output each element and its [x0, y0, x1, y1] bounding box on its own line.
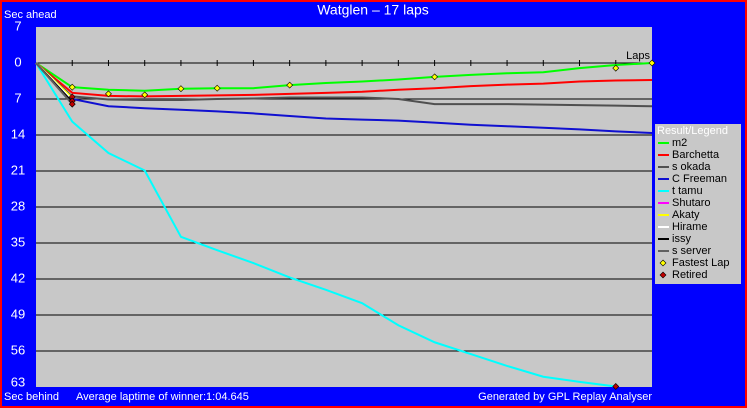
legend-label: issy: [672, 233, 691, 245]
y-tick-label: 42: [11, 270, 25, 285]
y-tick-label: 14: [11, 126, 25, 141]
fastest-lap-marker: [177, 85, 185, 93]
legend-title: Result/Legend: [657, 125, 728, 137]
series-line: [35, 62, 73, 105]
series-line: [35, 62, 616, 388]
legend-swatch: [659, 271, 667, 279]
legend-label: Shutaro: [672, 197, 711, 209]
legend-label: m2: [672, 137, 687, 149]
legend-label: Akaty: [672, 209, 700, 221]
legend-label: Barchetta: [672, 149, 720, 161]
fastest-lap-marker: [648, 59, 656, 67]
legend-label: t tamu: [672, 185, 703, 197]
legend-swatch: [659, 259, 667, 267]
fastest-lap-marker: [431, 73, 439, 81]
fastest-lap-marker: [105, 90, 112, 98]
y-tick-label: 21: [11, 162, 25, 177]
footer-left: Average laptime of winner:1:04.645: [76, 391, 249, 403]
x-label: Laps: [626, 50, 650, 62]
fastest-lap-marker: [141, 91, 149, 99]
legend-label: C Freeman: [672, 173, 727, 185]
fastest-lap-marker: [286, 81, 294, 89]
y-tick-label: 0: [14, 54, 21, 69]
y-tick-label: 28: [11, 198, 25, 213]
y-tick-label: 35: [11, 234, 25, 249]
y-label-bottom: Sec behind: [4, 391, 59, 403]
series-line: [35, 62, 653, 108]
legend-label: s server: [672, 245, 711, 257]
y-tick-label: 49: [11, 306, 25, 321]
legend-label: Retired: [672, 269, 707, 281]
y-label-top: Sec ahead: [4, 9, 57, 21]
y-tick-label: 56: [11, 342, 25, 357]
y-tick-label: 7: [14, 18, 21, 33]
series-line: [35, 62, 653, 92]
y-tick-label: 7: [14, 90, 21, 105]
legend-label: Fastest Lap: [672, 257, 729, 269]
retired-marker: [612, 383, 620, 390]
fastest-lap-marker: [612, 64, 620, 72]
y-tick-label: 63: [11, 374, 25, 389]
chart-title: Watglen – 17 laps: [317, 2, 429, 18]
fastest-lap-marker: [213, 84, 221, 92]
fastest-lap-marker: [68, 83, 76, 91]
legend-label: s okada: [672, 161, 711, 173]
retired-marker: [68, 100, 76, 108]
footer-right: Generated by GPL Replay Analyser: [478, 391, 652, 403]
series-line: [35, 62, 653, 134]
legend-label: Hirame: [672, 221, 707, 233]
legend: [655, 124, 741, 284]
series-line: [35, 62, 653, 98]
